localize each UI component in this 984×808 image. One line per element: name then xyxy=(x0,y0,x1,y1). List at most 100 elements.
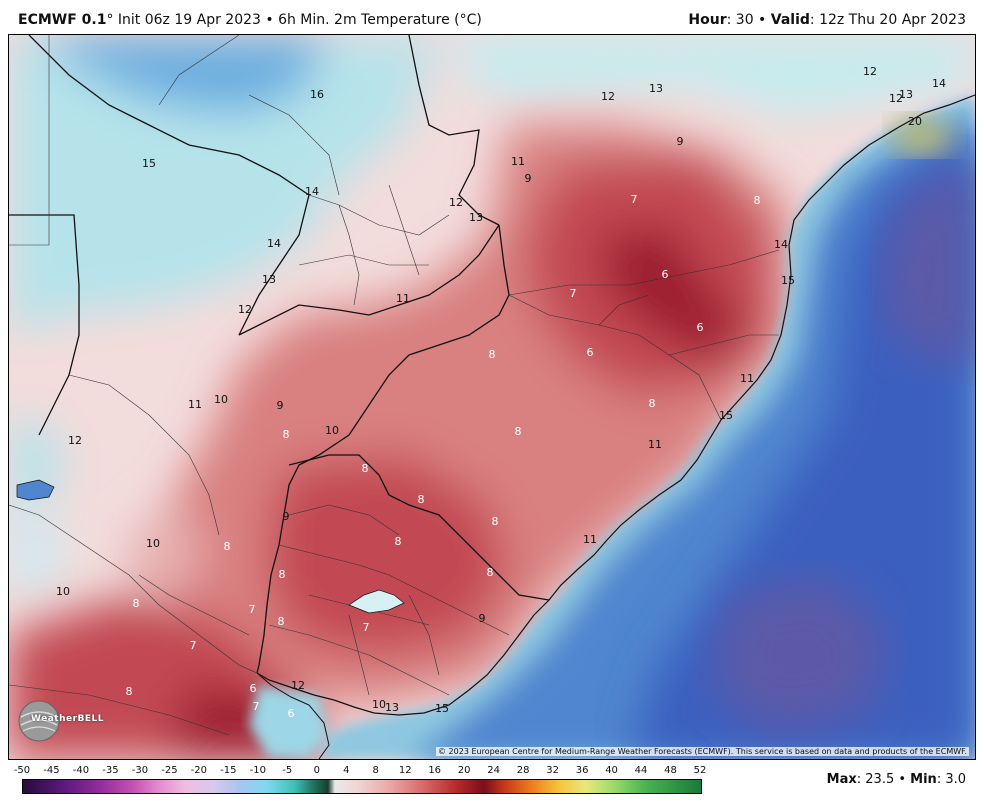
map-title: ECMWF 0.1° Init 06z 19 Apr 2023 • 6h Min… xyxy=(18,12,482,28)
scale-tick-label: -25 xyxy=(161,765,178,776)
temperature-label: 11 xyxy=(648,438,662,451)
regional-borders xyxy=(9,35,780,736)
temperature-label: 12 xyxy=(863,65,877,78)
temperature-label: 10 xyxy=(56,585,70,598)
valid-time: Hour: 30 • Valid: 12z Thu 20 Apr 2023 xyxy=(688,12,966,28)
scale-tick-label: -10 xyxy=(249,765,266,776)
temperature-label: 7 xyxy=(253,700,260,713)
init-text: Init 06z 19 Apr 2023 • 6h Min. 2m Temper… xyxy=(113,12,482,28)
temperature-label: 9 xyxy=(525,172,532,185)
temperature-label: 7 xyxy=(570,287,577,300)
temperature-label: 13 xyxy=(469,211,483,224)
temperature-label: 8 xyxy=(224,540,231,553)
color-scale: -50 -45 -40 -35 -30 -25 -20 -15 -10 -5 0 4 8 12 16 20 24… xyxy=(14,765,707,795)
temperature-map: 16 12 13 12 14 12 13 20 15 9 11 9 14 12 13 7 8 14 14 13 6 15 1… xyxy=(8,34,976,760)
logo-globe-icon xyxy=(18,700,60,742)
temperature-label: 12 xyxy=(68,434,82,447)
estuary-coast xyxy=(256,672,330,759)
scale-tick-label: -30 xyxy=(131,765,149,776)
scale-tick-label: 36 xyxy=(575,765,589,776)
scale-tick-label: 24 xyxy=(487,765,501,776)
temperature-label: 15 xyxy=(781,274,795,287)
temperature-label: 9 xyxy=(677,135,684,148)
temperature-label: 12 xyxy=(601,90,615,103)
scale-tick-label: -50 xyxy=(13,765,31,776)
temperature-label: 9 xyxy=(283,510,290,523)
temperature-label: 8 xyxy=(278,615,285,628)
temperature-label: 12 xyxy=(291,679,305,692)
temperature-label: 7 xyxy=(631,193,638,206)
scale-tick-label: 28 xyxy=(516,765,530,776)
temperature-label: 6 xyxy=(288,707,295,720)
scale-tick-label: 48 xyxy=(664,765,677,776)
scale-tick-label: 20 xyxy=(457,765,471,776)
scale-tick-label: -5 xyxy=(282,765,293,776)
temperature-label: 8 xyxy=(418,493,425,506)
temperature-label: 11 xyxy=(511,155,525,168)
scale-tick-label: 8 xyxy=(372,765,379,776)
temperature-label: 10 xyxy=(372,698,386,711)
scale-tick-label: -15 xyxy=(220,765,237,776)
temperature-label: 8 xyxy=(362,462,369,475)
scale-tick-label: -35 xyxy=(102,765,119,776)
temperature-label: 8 xyxy=(492,515,499,528)
valid-label: Valid xyxy=(770,12,810,28)
temperature-label: 13 xyxy=(899,88,913,101)
temperature-label: 10 xyxy=(325,424,339,437)
scale-tick-label: -20 xyxy=(190,765,208,776)
temperature-label: 10 xyxy=(214,393,228,406)
scale-tick-label: -45 xyxy=(43,765,60,776)
temperature-label: 13 xyxy=(649,82,663,95)
temperature-label: 11 xyxy=(188,398,202,411)
scale-tick-label: -40 xyxy=(72,765,90,776)
scale-tick-label: 4 xyxy=(343,765,350,776)
logo-text: WeatherBELL xyxy=(31,714,105,724)
temperature-label: 13 xyxy=(262,273,276,286)
temperature-label: 9 xyxy=(479,612,486,625)
min-label: Min xyxy=(910,772,937,787)
temperature-label: 6 xyxy=(662,268,669,281)
scale-tick-label: 12 xyxy=(398,765,412,776)
temperature-label: 7 xyxy=(190,639,197,652)
temperature-label: 6 xyxy=(697,321,704,334)
temperature-label: 7 xyxy=(249,603,256,616)
scale-tick-label: 44 xyxy=(634,765,648,776)
scale-tick-label: 52 xyxy=(693,765,707,776)
lake xyxy=(16,479,55,501)
scale-tick-label: 32 xyxy=(546,765,559,776)
temperature-label: 9 xyxy=(277,399,284,412)
temperature-label: 8 xyxy=(649,397,656,410)
temperature-label: 15 xyxy=(142,157,156,170)
model-degree: ° xyxy=(106,12,114,28)
temperature-label: 6 xyxy=(250,682,257,695)
temperature-label: 14 xyxy=(774,238,788,251)
scale-tick-label: 40 xyxy=(605,765,618,776)
temperature-label: 15 xyxy=(719,409,733,422)
temperature-label: 8 xyxy=(754,194,761,207)
max-label: Max xyxy=(826,772,857,787)
temperature-label: 8 xyxy=(279,568,286,581)
copyright-notice: © 2023 European Centre for Medium-Range … xyxy=(436,747,969,756)
model-name: ECMWF 0.1 xyxy=(18,12,107,28)
scale-tick-label: 0 xyxy=(313,765,320,776)
temperature-label: 11 xyxy=(740,372,754,385)
temperature-label: 8 xyxy=(395,535,402,548)
temperature-label: 10 xyxy=(146,537,160,550)
min-value: : 3.0 xyxy=(936,772,966,787)
temperature-label: 11 xyxy=(583,533,597,546)
scale-tick-labels: -50 -45 -40 -35 -30 -25 -20 -15 -10 -5 0 4 8 12 16 20 24… xyxy=(14,765,707,777)
temperature-label: 8 xyxy=(126,685,133,698)
temperature-label: 15 xyxy=(435,702,449,715)
lagoon xyxy=(348,589,405,614)
ocean xyxy=(249,95,975,759)
hour-value: : 30 • xyxy=(726,12,771,28)
max-min-stats: Max: 23.5 • Min: 3.0 xyxy=(827,772,966,787)
temperature-label: 7 xyxy=(363,621,370,634)
temperature-label: 14 xyxy=(267,237,281,250)
temperature-label: 8 xyxy=(133,597,140,610)
scale-bar xyxy=(22,779,702,794)
temperature-label: 16 xyxy=(310,88,324,101)
temperature-label: 8 xyxy=(515,425,522,438)
